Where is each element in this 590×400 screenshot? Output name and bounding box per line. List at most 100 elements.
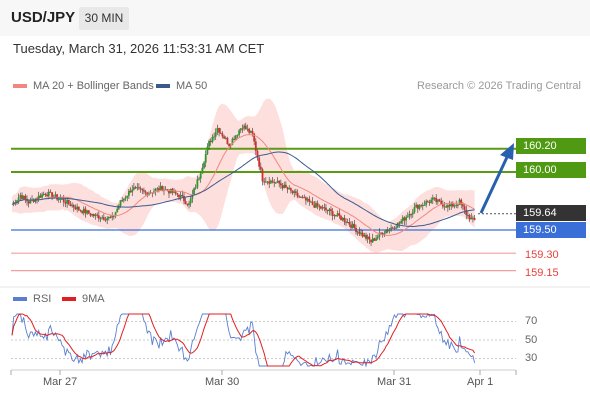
price-label-r1: 160.00: [516, 162, 586, 178]
x-label-apr1: Apr 1: [467, 376, 494, 388]
candle-body: [450, 203, 453, 207]
candle-body: [74, 207, 77, 210]
candle-body: [463, 206, 466, 210]
candle-body: [203, 162, 205, 168]
candle-body: [381, 233, 384, 235]
candle-body: [269, 180, 272, 184]
candle-body: [467, 215, 469, 217]
candle-body: [406, 216, 409, 218]
candle-body: [64, 202, 67, 204]
candle-body: [338, 213, 341, 217]
candle-body: [462, 204, 464, 207]
candle-body: [36, 198, 38, 200]
candle-body: [204, 153, 207, 163]
candle-body: [401, 217, 404, 222]
candle-body: [176, 193, 179, 195]
candle-body: [194, 187, 197, 189]
candle-body: [373, 238, 376, 241]
symbol-label: USD/JPY: [11, 9, 76, 26]
candle-body: [336, 213, 339, 216]
candle-body: [361, 232, 364, 237]
candle-body: [246, 128, 249, 130]
candle-body: [184, 201, 187, 205]
candle-body: [345, 221, 347, 223]
candle-body: [278, 180, 281, 184]
candle-body: [408, 213, 411, 217]
candle-body: [181, 195, 184, 197]
candle-body: [415, 204, 418, 208]
candle-body: [22, 195, 25, 200]
candle-body: [46, 194, 48, 197]
candle-body: [96, 214, 99, 216]
candle-body: [451, 203, 454, 207]
candle-body: [468, 215, 471, 220]
candle-body: [174, 190, 177, 194]
candle-body: [168, 190, 170, 194]
candle-body: [330, 209, 332, 212]
candle-body: [71, 205, 74, 207]
candle-body: [460, 199, 463, 205]
candle-body: [119, 200, 122, 206]
candle-body: [393, 227, 396, 229]
candle-body: [209, 141, 212, 143]
candle-body: [146, 192, 149, 196]
candle-body: [189, 198, 192, 204]
forecast-arrow: [479, 143, 514, 214]
candle-body: [101, 217, 104, 219]
candle-body: [403, 217, 406, 221]
candle-body: [258, 157, 261, 167]
candle-body: [274, 182, 277, 184]
arrow-shaft: [479, 154, 510, 214]
candle-body: [199, 173, 202, 179]
candle-body: [418, 205, 421, 209]
legend-ma50: MA 50: [156, 80, 207, 92]
candle-body: [263, 181, 266, 183]
candle-body: [441, 203, 444, 207]
candle-body: [234, 135, 237, 140]
candle-body: [261, 169, 264, 182]
candle-body: [66, 199, 69, 204]
price-label-s1: 159.30: [525, 249, 559, 261]
candle-body: [385, 230, 387, 234]
candle-body: [94, 214, 97, 216]
candle-body: [104, 219, 107, 221]
candle-body: [448, 204, 451, 207]
candle-body: [348, 222, 351, 225]
candle-body: [37, 195, 40, 200]
rsi-legend-label: RSI: [33, 293, 52, 305]
candle-body: [400, 221, 403, 224]
candle-body: [16, 200, 18, 203]
candle-body: [186, 204, 189, 206]
datetime-label: Tuesday, March 31, 2026 11:53:31 AM CET: [13, 41, 265, 56]
candle-body: [470, 217, 473, 220]
candle-body: [47, 191, 50, 197]
candle-body: [421, 204, 424, 206]
candle-body: [291, 190, 294, 194]
candle-body: [383, 233, 386, 235]
ma20-swatch: [13, 84, 27, 88]
candle-body: [223, 136, 225, 139]
candle-body: [433, 197, 436, 199]
ma50-swatch: [156, 84, 170, 88]
candle-body: [368, 236, 371, 240]
candle-body: [335, 214, 337, 216]
candle-body: [311, 201, 314, 205]
candle-body: [116, 208, 119, 213]
timeframe-button[interactable]: 30 MIN: [79, 7, 129, 30]
candle-body: [112, 215, 115, 217]
candle-body: [440, 200, 443, 204]
candle-body: [102, 217, 105, 220]
candle-body: [188, 203, 190, 205]
candle-body: [57, 198, 60, 200]
bollinger-band: [12, 98, 475, 253]
candle-body: [131, 189, 134, 193]
candle-body: [340, 216, 342, 220]
candle-body: [221, 133, 224, 137]
candle-body: [430, 199, 433, 203]
candle-body: [310, 201, 312, 203]
candle-body: [19, 195, 22, 198]
candle-body: [158, 188, 160, 191]
x-label-mar27: Mar 27: [43, 376, 78, 388]
candle-body: [398, 222, 401, 224]
candle-body: [413, 207, 416, 213]
